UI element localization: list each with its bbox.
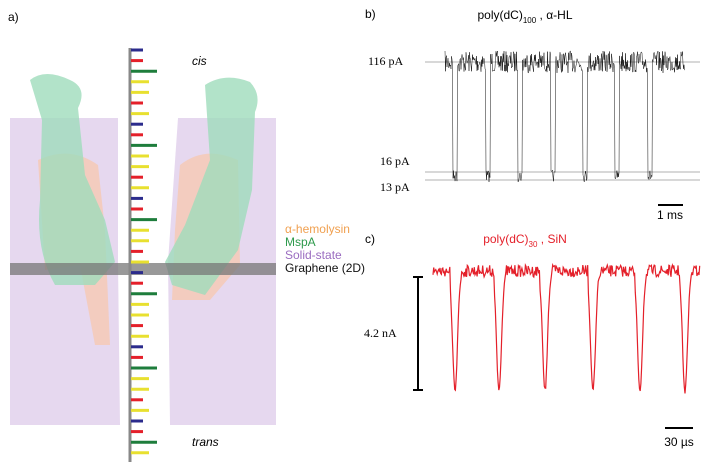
amplitude-label: 4.2 nA (364, 326, 397, 340)
level-label: 13 pA (380, 180, 410, 194)
panel-label: a) (8, 10, 19, 24)
illustration (10, 48, 276, 462)
cis-label: cis (192, 54, 207, 68)
title-main: poly(dC) (483, 232, 528, 246)
mspa-right (165, 77, 258, 295)
title-main: poly(dC) (478, 8, 523, 22)
trace-title: poly(dC)100 , α-HL (478, 8, 573, 24)
mspa-left (30, 74, 115, 285)
scale-label: 1 ms (657, 208, 683, 222)
title-rest: , α-HL (536, 8, 573, 22)
panel-label: b) (365, 7, 376, 21)
scale-label: 30 µs (664, 435, 694, 449)
title-sub: 30 (529, 240, 538, 249)
level-label: 16 pA (380, 154, 410, 168)
trace-title: poly(dC)30 , SiN (483, 232, 567, 248)
graphene (10, 263, 276, 275)
legend-item: α-hemolysin (285, 222, 350, 236)
level-label: 116 pA (368, 54, 404, 68)
legend-item: Solid-state (285, 248, 342, 262)
legend-item: MspA (285, 235, 316, 249)
trans-label: trans (192, 435, 219, 449)
title-sub: 100 (523, 16, 537, 25)
title-rest: , SiN (537, 232, 566, 246)
panel-label: c) (365, 232, 375, 246)
legend-item: Graphene (2D) (285, 261, 365, 275)
current-trace (444, 50, 686, 183)
current-trace (432, 262, 701, 394)
